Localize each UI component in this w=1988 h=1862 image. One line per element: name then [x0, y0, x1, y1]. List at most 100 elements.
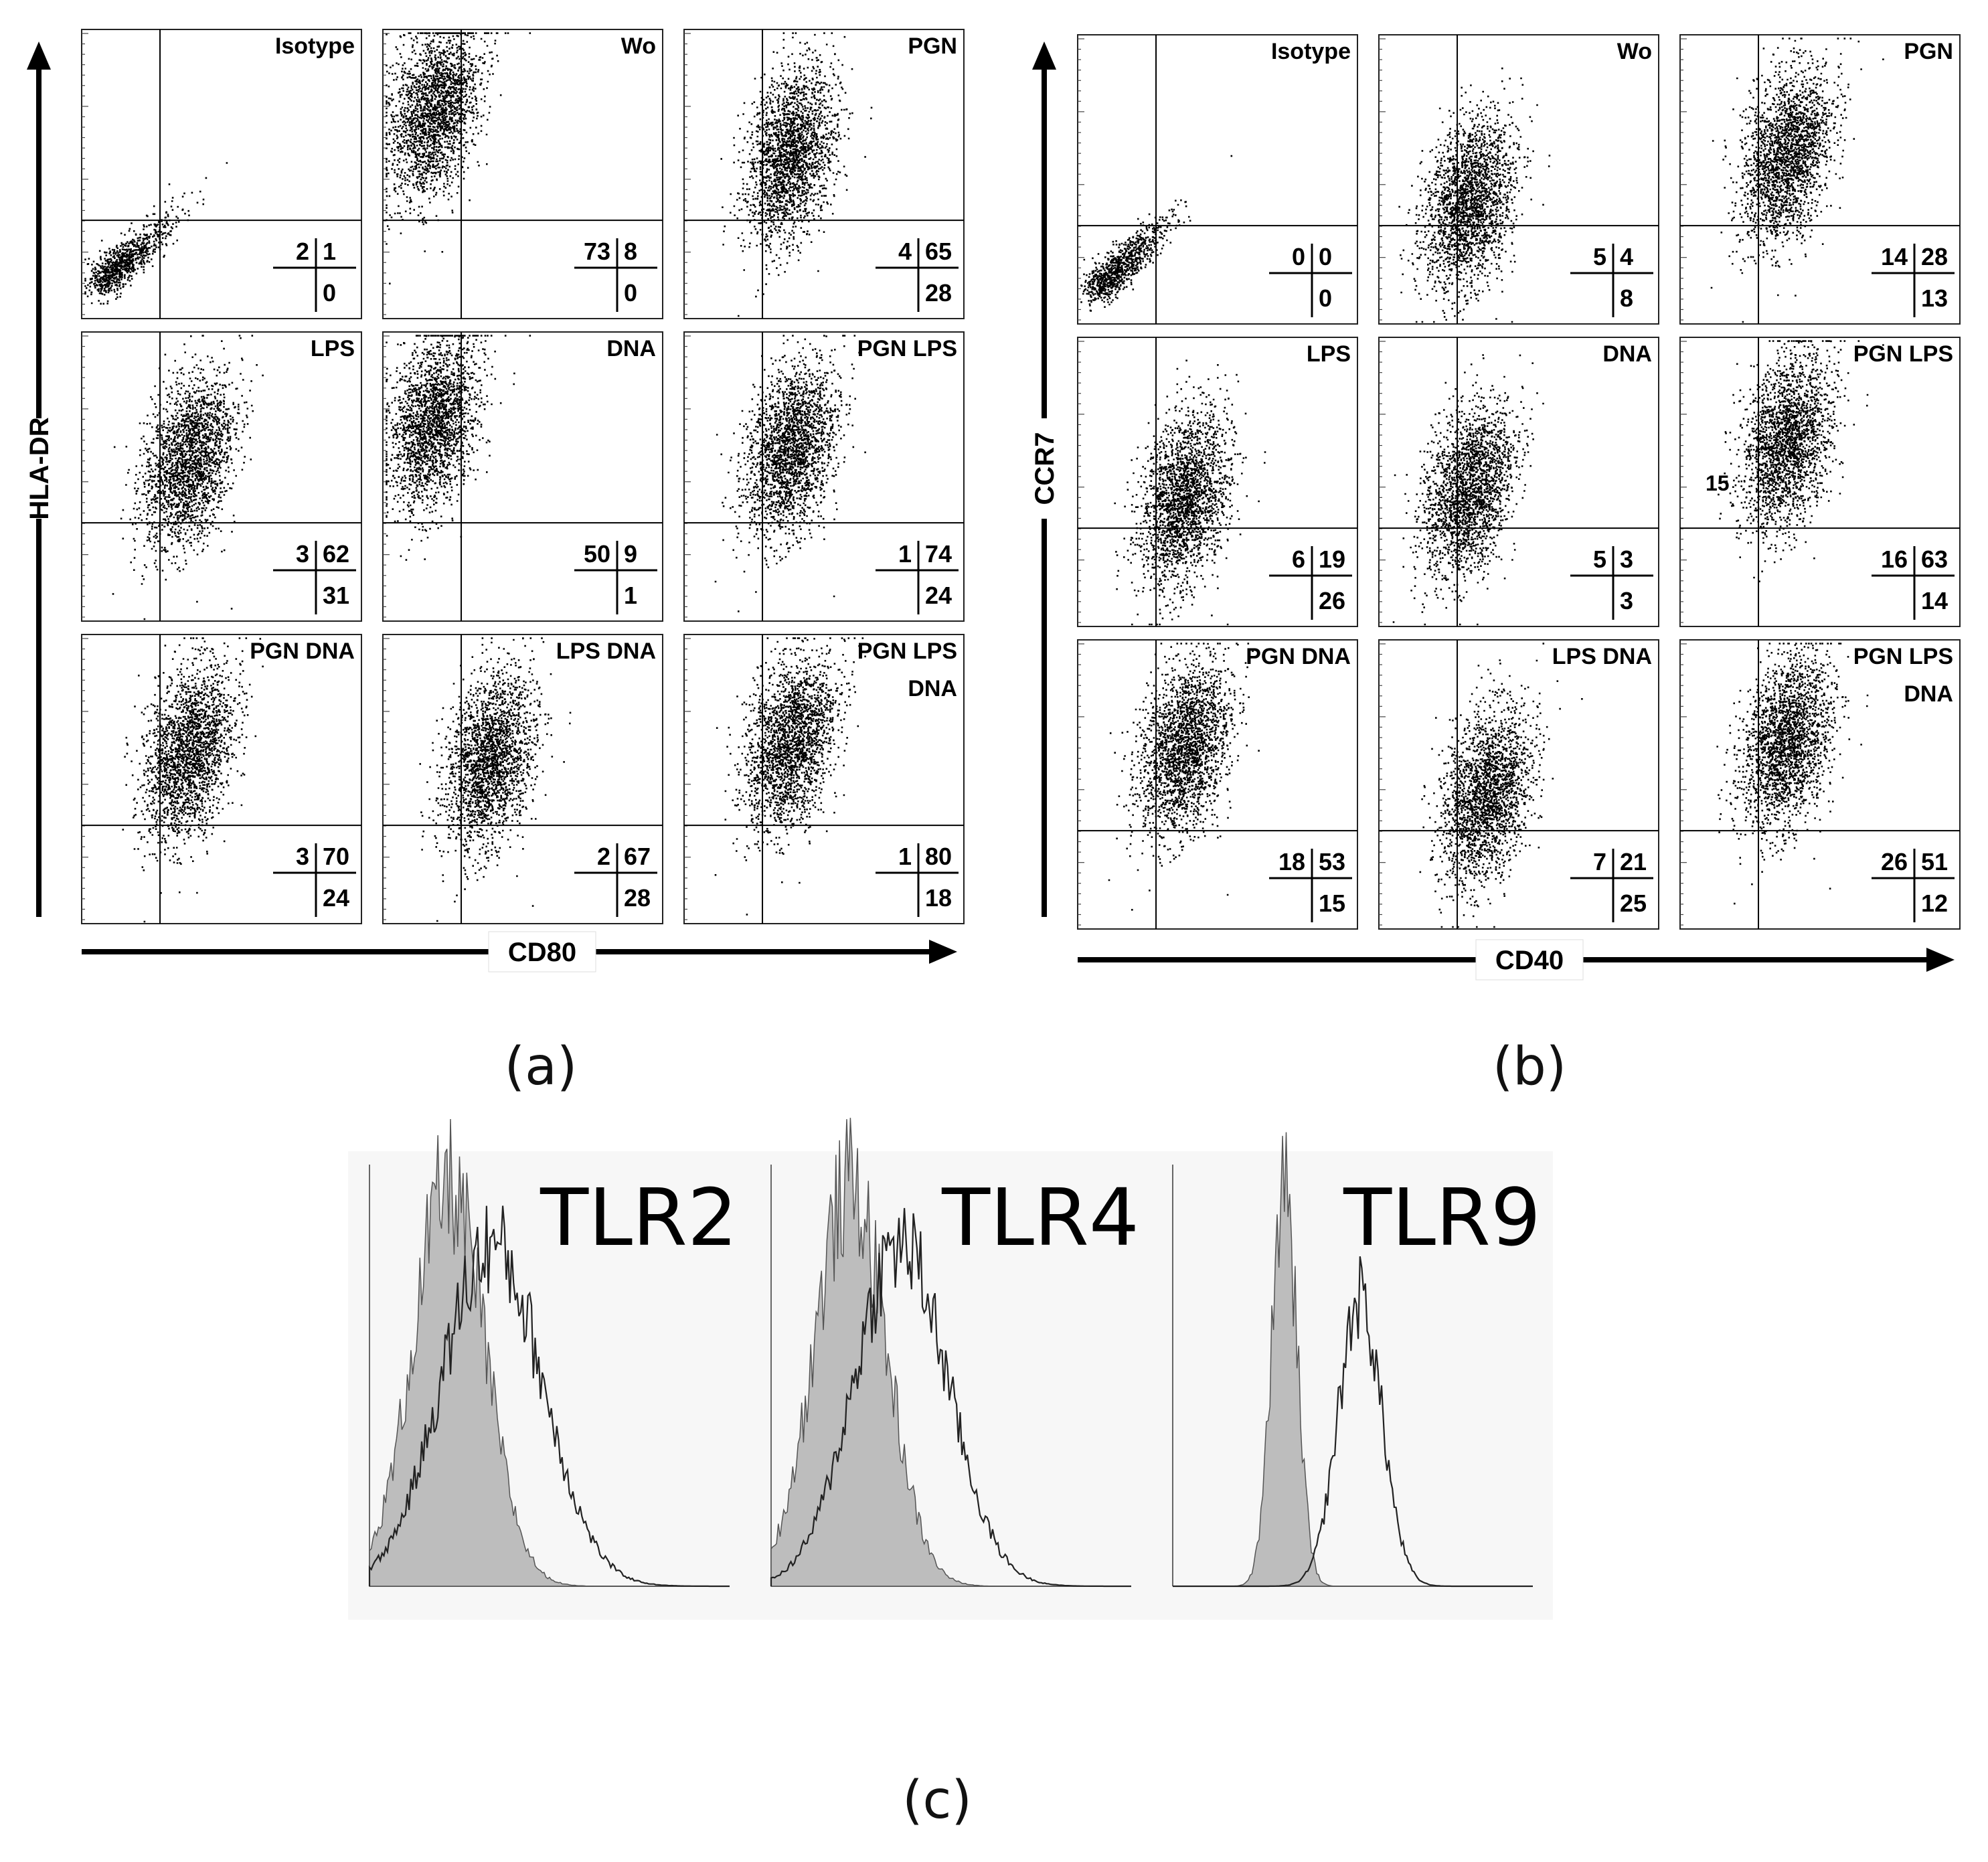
dot-plot-cell: Wo 73 8 0 [382, 29, 663, 319]
quadrant-lower-right: 25 [1620, 890, 1647, 917]
event-dots [419, 637, 572, 922]
quadrant-lower-right: 8 [1620, 284, 1633, 312]
event-dots [1114, 359, 1266, 626]
plot-frame [1378, 34, 1659, 325]
x-axis-label: CD80 [508, 938, 576, 967]
cell-title: PGN [1904, 39, 1953, 64]
quadrant-lower-right: 3 [1620, 587, 1633, 614]
cell-title: LPS DNA [556, 639, 656, 664]
cell-title: Isotype [1271, 39, 1351, 64]
quadrant-lower-right: 18 [925, 884, 952, 912]
x-axis-arrow-head [929, 940, 957, 964]
quadrant-lower-right: 15 [1319, 890, 1345, 917]
dot-plot-cell: PGN 4 65 28 [683, 29, 965, 319]
quadrant-upper-right: 28 [1921, 243, 1948, 270]
event-dots [720, 32, 873, 317]
dot-plot-cell: PGN LPS 1 74 24 [683, 331, 965, 622]
cell-title: PGN DNA [1246, 644, 1351, 669]
quadrant-upper-right: 0 [1319, 243, 1332, 270]
event-dots [1710, 37, 1884, 323]
dot-plot-cell: DNA 50 9 1 [382, 331, 663, 622]
dot-plot-cell: Wo 5 4 8 [1378, 34, 1659, 325]
quadrant-upper-right: 70 [323, 843, 349, 870]
quadrant-upper-left: 7 [1593, 848, 1606, 875]
cell-title: PGN DNA [250, 639, 355, 664]
event-dots [84, 162, 228, 305]
y-axis-label-bg [21, 418, 56, 519]
dot-plot-cell: LPS DNA 2 67 28 [382, 634, 663, 924]
quadrant-lower-right: 14 [1921, 587, 1948, 614]
histogram-title: TLR2 [540, 1171, 738, 1264]
plot-frame [1679, 34, 1961, 325]
quadrant-upper-right: 9 [624, 540, 637, 568]
dot-plot-cell: PGN DNA 3 70 24 [81, 634, 362, 924]
gate-percentage-extra: 15 [1706, 471, 1730, 495]
cell-title-line2: DNA [1904, 681, 1953, 707]
histogram-bg [1151, 1151, 1553, 1620]
cell-title: PGN LPS [1853, 341, 1953, 367]
plot-frame [81, 634, 362, 924]
quadrant-upper-right: 21 [1620, 848, 1647, 875]
quadrant-upper-right: 51 [1921, 848, 1948, 875]
quadrant-lower-right: 26 [1319, 587, 1345, 614]
dot-plot-cell: Isotype 2 1 0 [81, 29, 362, 319]
x-axis-label-bg [1475, 939, 1584, 981]
quadrant-upper-right: 65 [925, 238, 952, 265]
quadrant-upper-right: 53 [1319, 848, 1345, 875]
y-axis-label-group: CCR7 [1027, 418, 1062, 519]
y-axis-arrow-head [1032, 41, 1056, 70]
histogram-tlr4: TLR4 [750, 1118, 1151, 1620]
cell-title: PGN LPS [857, 336, 957, 361]
y-axis-label-bg [1027, 418, 1062, 519]
quadrant-upper-left: 26 [1881, 848, 1908, 875]
quadrant-upper-left: 18 [1278, 848, 1305, 875]
cell-title: LPS DNA [1552, 644, 1652, 669]
dot-plot-cell: PGN 14 28 13 [1679, 34, 1961, 325]
quadrant-lower-right: 28 [925, 279, 952, 307]
event-dots [714, 335, 866, 612]
dot-plot-cell: PGN LPS DNA 26 51 12 [1679, 639, 1961, 930]
quadrant-lower-right: 12 [1921, 890, 1948, 917]
quadrant-upper-left: 6 [1292, 545, 1305, 573]
dot-plot-cell: LPS DNA 7 21 25 [1378, 639, 1659, 930]
y-axis-label: CCR7 [1030, 432, 1060, 505]
cell-title: Wo [1617, 39, 1652, 64]
plot-frame [382, 29, 663, 319]
quadrant-lower-right: 31 [323, 582, 349, 609]
cell-title: PGN LPS [1853, 644, 1953, 669]
quadrant-upper-right: 80 [925, 843, 952, 870]
cell-title: PGN [908, 33, 957, 59]
quadrant-upper-left: 1 [898, 843, 912, 870]
cell-title: PGN LPS [857, 639, 957, 664]
quadrant-lower-right: 0 [323, 279, 336, 307]
stained-histogram-line [1173, 1256, 1533, 1588]
quadrant-upper-left: 73 [584, 238, 610, 265]
dot-plot-cell: PGN LPS 15 16 63 14 [1679, 337, 1961, 627]
quadrant-lower-right: 0 [1319, 284, 1332, 312]
panel-c-histograms: TLR2 TLR4 TLR9 [348, 1118, 1553, 1620]
histogram-tlr2: TLR2 [348, 1118, 750, 1620]
x-axis-label: CD40 [1495, 946, 1564, 975]
quadrant-upper-left: 3 [296, 843, 309, 870]
dot-plot-cell: DNA 5 3 3 [1378, 337, 1659, 627]
quadrant-upper-left: 0 [1292, 243, 1305, 270]
quadrant-upper-right: 8 [624, 238, 637, 265]
cell-title: Wo [621, 33, 656, 59]
plot-frame [1077, 639, 1358, 930]
histogram-title: TLR4 [941, 1171, 1139, 1264]
quadrant-upper-right: 19 [1319, 545, 1345, 573]
quadrant-lower-right: 0 [624, 279, 637, 307]
cell-title-line2: DNA [908, 676, 957, 701]
dot-plot-cell: PGN LPS DNA 1 80 18 [683, 634, 965, 924]
plot-frame [1077, 34, 1358, 325]
quadrant-upper-right: 1 [323, 238, 336, 265]
dot-plot-cell: LPS 6 19 26 [1077, 337, 1358, 627]
quadrant-upper-left: 4 [898, 238, 912, 265]
quadrant-lower-right: 1 [624, 582, 637, 609]
stained-histogram-line [368, 1205, 730, 1588]
quadrant-lower-right: 28 [624, 884, 651, 912]
y-axis-label: HLA-DR [25, 417, 54, 519]
plot-frame [81, 331, 362, 622]
